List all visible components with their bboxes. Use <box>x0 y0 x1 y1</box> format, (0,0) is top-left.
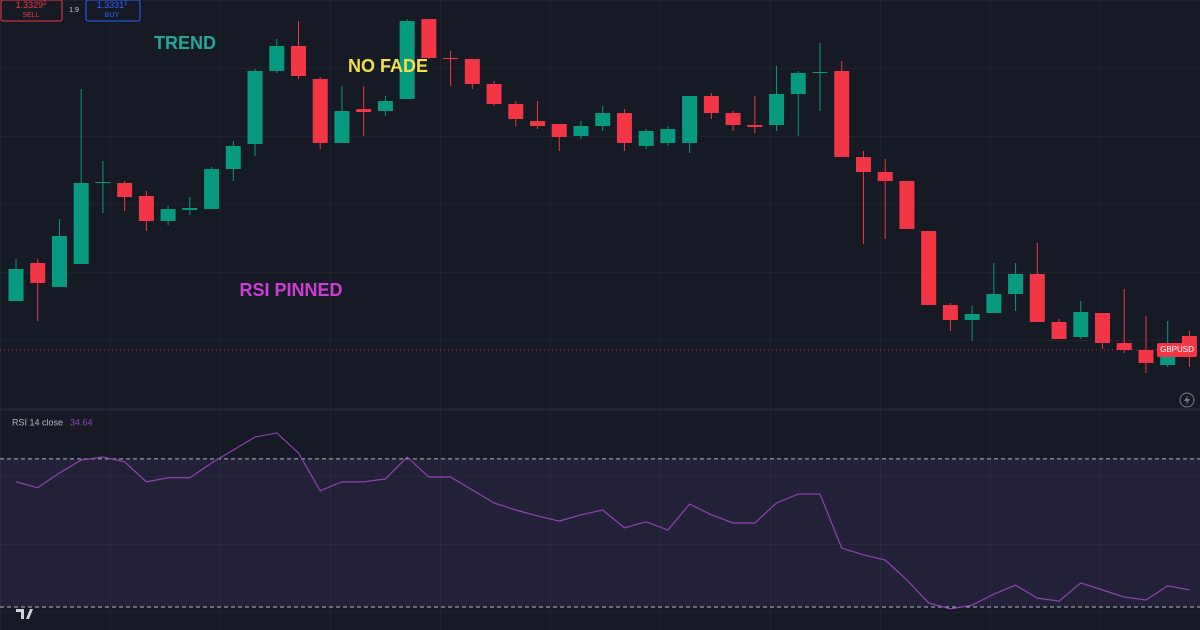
candle-body <box>443 58 459 59</box>
symbol-label: GBPUSD <box>1160 345 1194 354</box>
rsi-current: 34.64 <box>70 417 93 427</box>
candle-body <box>834 71 850 157</box>
candle-body <box>573 126 589 136</box>
candle-body <box>595 113 611 126</box>
candle-body <box>160 209 176 221</box>
buy-label: BUY <box>105 12 120 19</box>
alert-icon[interactable] <box>1179 392 1195 408</box>
symbol-tag: GBPUSD <box>1157 343 1197 357</box>
candle-body <box>117 183 133 197</box>
candle-body <box>899 181 915 229</box>
annotation: RSI PINNED <box>239 280 342 300</box>
candle-body <box>725 113 741 125</box>
candle-body <box>182 208 198 210</box>
candle-body <box>138 196 154 221</box>
candle-body <box>1116 343 1132 350</box>
candle-body <box>269 46 285 71</box>
sell-price: 1.33292 <box>16 0 48 10</box>
candle-body <box>1095 313 1110 343</box>
rsi-band <box>0 458 1200 608</box>
candle-body <box>747 125 763 127</box>
candle-body <box>942 305 958 320</box>
candle-body <box>312 79 328 143</box>
candle-body <box>290 46 306 76</box>
candle-body <box>986 294 1002 313</box>
candle-body <box>1029 274 1045 322</box>
candle-body <box>464 59 480 84</box>
buy-button[interactable] <box>85 0 141 22</box>
candle-body <box>1138 350 1154 363</box>
candle-body <box>964 314 980 320</box>
candle-body <box>334 111 350 143</box>
candle-body <box>399 21 415 99</box>
candle-body <box>812 72 828 73</box>
candle-body <box>204 169 220 209</box>
candle-body <box>769 94 785 125</box>
candle-body <box>247 71 263 144</box>
candle-body <box>486 84 502 104</box>
candle-body <box>638 131 654 146</box>
candle-body <box>73 183 89 264</box>
rsi-line <box>15 432 1190 610</box>
candle-body <box>1073 312 1089 337</box>
symbol-tag-box <box>1157 343 1197 357</box>
candle-body <box>877 172 893 181</box>
rsi-title: RSI 14 close <box>12 417 63 427</box>
candle-body <box>682 96 698 143</box>
logo <box>16 609 33 619</box>
alert-bolt <box>1184 395 1190 405</box>
candle-body <box>8 269 24 301</box>
candle-body <box>377 101 393 111</box>
candle-body <box>855 157 871 172</box>
candle-body <box>1051 322 1067 339</box>
candle-body <box>616 113 632 143</box>
candle-body <box>551 124 567 137</box>
candle-body <box>660 129 676 143</box>
candle-body <box>508 104 524 119</box>
candle-body <box>225 146 241 169</box>
candle-body <box>30 263 46 283</box>
buy-price: 1.33311 <box>97 0 129 10</box>
candle-body <box>95 182 111 183</box>
candle-body <box>51 236 67 287</box>
annotation: NO FADE <box>348 56 428 76</box>
candle-body <box>530 121 546 126</box>
sell-button[interactable] <box>0 0 63 22</box>
candle-body <box>356 109 372 112</box>
annotation: TREND <box>154 33 216 53</box>
candle-body <box>703 96 719 113</box>
candle-body <box>1008 274 1024 294</box>
candle-body <box>790 73 806 94</box>
sell-label: SELL <box>22 12 39 19</box>
spread: 1.9 <box>69 7 79 14</box>
candle-body <box>421 19 437 58</box>
candle-body <box>921 231 937 305</box>
